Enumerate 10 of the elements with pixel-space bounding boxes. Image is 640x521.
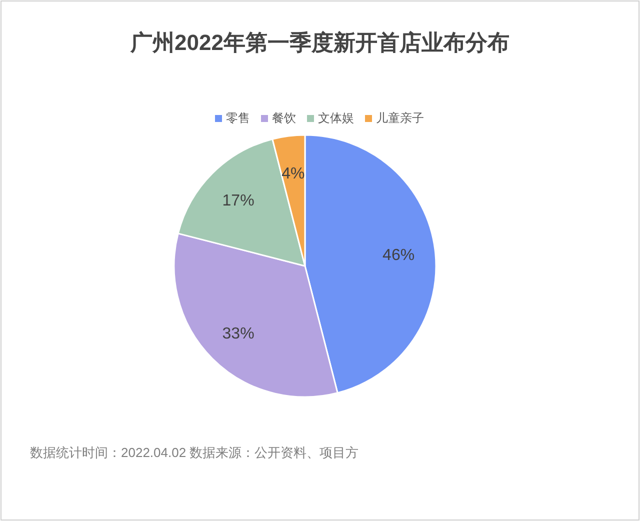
legend-label: 文体娱	[318, 111, 354, 125]
text: 数据统计时间：2022.04.02 数据来源：公开资料、项目方	[30, 445, 359, 460]
data-label: 4%	[282, 165, 305, 182]
data-label: 33%	[222, 326, 254, 343]
legend-label: 儿童亲子	[376, 111, 424, 125]
legend-label: 餐饮	[272, 111, 296, 125]
data-label: 17%	[222, 192, 254, 210]
chart-title: 广州2022年第一季度新开首店业布分布	[130, 30, 510, 55]
legend-label: 零售	[226, 111, 250, 125]
data-label: 46%	[382, 247, 415, 264]
